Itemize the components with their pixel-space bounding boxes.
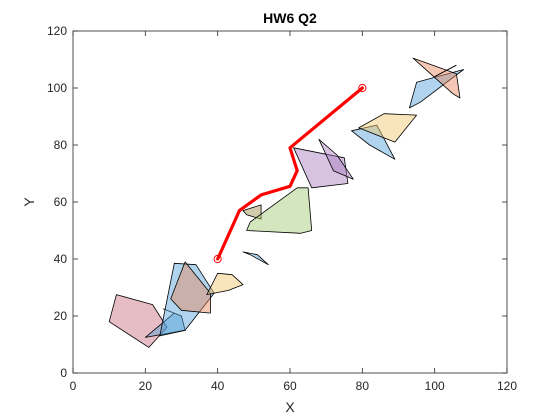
plot-background: [73, 31, 507, 373]
obstacle-1: [108, 294, 168, 348]
plot-area: [73, 31, 507, 373]
obstacle-9: [293, 147, 349, 189]
y-tick-label: 80: [54, 138, 68, 152]
y-tick-label: 120: [47, 24, 67, 38]
obstacle-11: [351, 124, 396, 160]
obstacle-4: [170, 261, 211, 314]
y-tick-label: 100: [47, 81, 67, 95]
x-axis-label: X: [285, 399, 295, 415]
chart-title: HW6 Q2: [263, 10, 317, 26]
x-tick-label: 20: [139, 379, 153, 393]
y-tick-label: 0: [60, 366, 67, 380]
obstacle-7: [242, 204, 262, 220]
x-tick-label: 0: [70, 379, 77, 393]
x-tick-label: 80: [356, 379, 370, 393]
obstacle-15: [434, 64, 457, 78]
y-tick-label: 20: [54, 309, 68, 323]
obstacles-layer: [108, 57, 465, 348]
obstacle-14: [412, 57, 461, 99]
x-tick-label: 100: [425, 379, 445, 393]
y-tick-label: 40: [54, 252, 68, 266]
obstacle-10: [318, 138, 354, 180]
y-tick-label: 60: [54, 195, 68, 209]
x-tick-label: 40: [211, 379, 225, 393]
axes-layer: 0 20 40 60 80 100 120 0 20 40 60 80 100 120: [47, 24, 517, 393]
obstacle-6: [242, 251, 269, 266]
x-tick-label: 60: [283, 379, 297, 393]
obstacle-13: [408, 69, 465, 109]
x-tick-label: 120: [497, 379, 517, 393]
path-line: [216, 86, 364, 261]
obstacle-12: [358, 113, 418, 143]
obstacle-8: [246, 187, 313, 234]
start-marker: [213, 254, 222, 264]
obstacle-5: [206, 272, 244, 296]
goal-marker: [358, 83, 367, 93]
path-layer: [213, 83, 367, 264]
y-axis-label: Y: [21, 197, 37, 207]
